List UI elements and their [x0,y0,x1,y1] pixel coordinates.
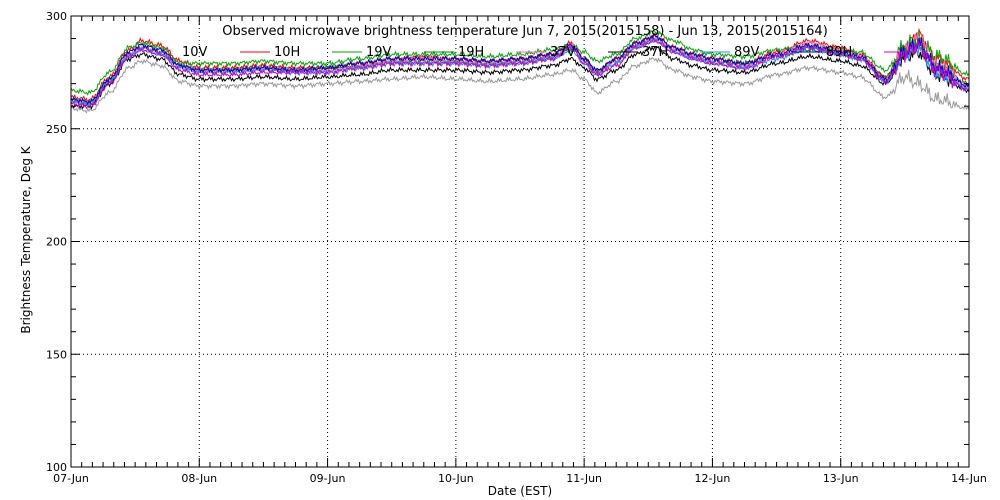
series-line-89h [70,36,970,110]
x-tick-label: 11-Jun [566,472,602,485]
legend-label: 89V [734,45,760,60]
legend-label: 10H [274,45,300,60]
legend-label: 37V [550,45,576,60]
axis-ticks [70,15,970,468]
legend-label: 19H [458,45,484,60]
legend-label: 10V [182,45,208,60]
series-line-unlabeled [70,57,970,114]
x-tick-label: 07-Jun [53,472,89,485]
series-lines [70,27,970,114]
x-tick-label: 14-Jun [951,472,987,485]
x-tick-label: 10-Jun [438,472,474,485]
legend-label: 19V [366,45,392,60]
x-tick-label: 13-Jun [823,472,859,485]
y-tick-label: 150 [46,348,67,361]
y-axis-label: Brightness Temperature, Deg K [19,145,33,333]
series-line-37v [70,44,970,111]
y-tick-label: 100 [46,461,67,474]
legend: 10V 10H 19V 19H 37V 37H 89V 89H [182,45,914,60]
grid-lines [71,16,969,467]
series-line-89v [70,34,970,106]
chart-title: Observed microwave brightness temperatur… [222,24,828,39]
y-tick-label: 200 [46,236,67,249]
series-line-10v [70,27,970,103]
x-axis-label: Date (EST) [488,484,552,498]
x-tick-label: 12-Jun [695,472,731,485]
y-tick-label: 300 [46,10,67,23]
legend-label: 89H [826,45,852,60]
legend-label: 37H [642,45,668,60]
y-tick-label: 250 [46,123,67,136]
tick-labels: 100 150 200 250 300 07-Jun 08-Jun 09-Jun 10-Jun 1… [46,10,987,485]
x-tick-label: 09-Jun [310,472,346,485]
x-tick-label: 08-Jun [181,472,217,485]
series-line-19h [70,32,970,106]
